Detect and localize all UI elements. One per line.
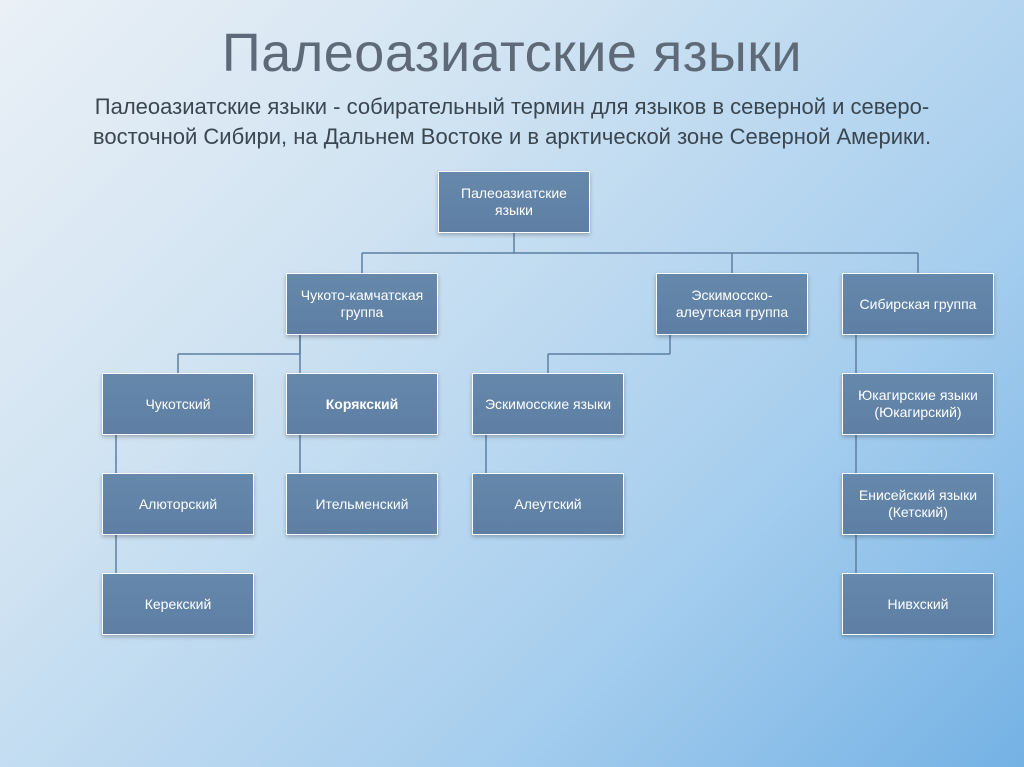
node-g3: Сибирская группа (842, 273, 994, 335)
node-l_kerek: Керекский (102, 573, 254, 635)
node-l_alyutor: Алюторский (102, 473, 254, 535)
node-l_koryak: Корякский (286, 373, 438, 435)
node-g2: Эскимосско-алеутская группа (656, 273, 808, 335)
node-l_eskimo: Эскимосские языки (472, 373, 624, 435)
org-chart: Палеоазиатские языкиЧукото-камчатская гр… (0, 165, 1024, 705)
node-l_yenisei: Енисейский языки (Кетский) (842, 473, 994, 535)
node-l_yukagir: Юкагирские языки (Юкагирский) (842, 373, 994, 435)
node-root: Палеоазиатские языки (438, 171, 590, 233)
page-title: Палеоазиатские языки (0, 0, 1024, 84)
page-subtitle: Палеоазиатские языки - собирательный тер… (0, 84, 1024, 151)
node-l_aleut: Алеутский (472, 473, 624, 535)
node-g1: Чукото-камчатская группа (286, 273, 438, 335)
node-l_nivkh: Нивхский (842, 573, 994, 635)
node-l_itelmen: Ительменский (286, 473, 438, 535)
node-l_chukot: Чукотский (102, 373, 254, 435)
